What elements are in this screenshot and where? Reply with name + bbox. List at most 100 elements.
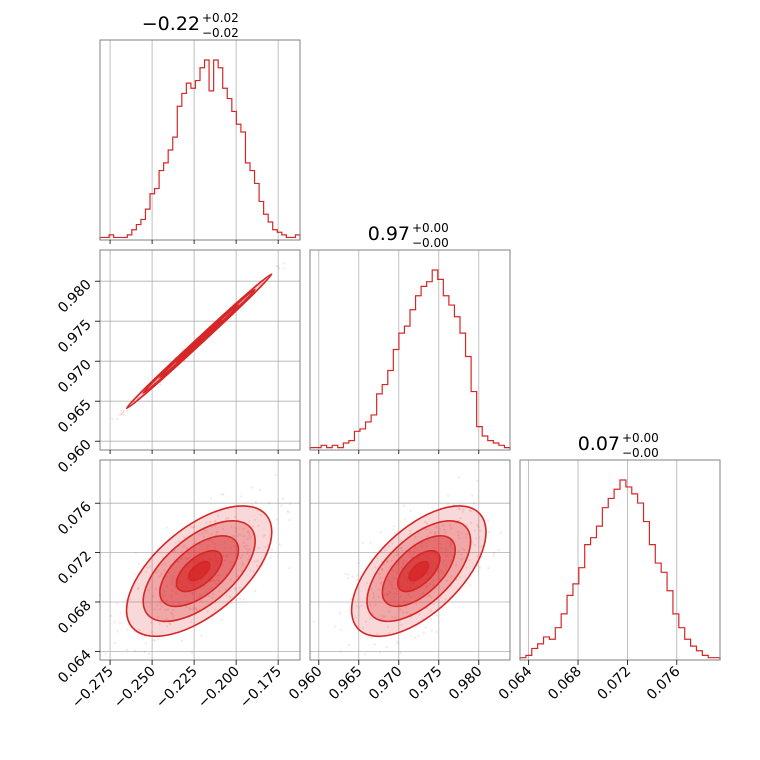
sample-point — [269, 556, 272, 559]
sample-point — [209, 520, 212, 523]
sample-point — [172, 616, 175, 619]
sample-point — [247, 558, 250, 561]
sample-point — [343, 661, 345, 663]
sample-point — [386, 560, 389, 563]
sample-point — [239, 557, 242, 560]
sample-point — [470, 521, 473, 524]
sample-point — [430, 596, 433, 599]
sample-point — [88, 623, 90, 625]
sample-point — [264, 546, 267, 549]
sample-point — [360, 604, 363, 607]
sample-point — [270, 548, 274, 551]
sample-point — [437, 570, 440, 573]
sample-point — [424, 528, 428, 531]
sample-point — [173, 585, 176, 588]
sample-point — [363, 653, 366, 656]
sample-point — [475, 537, 478, 540]
sample-point — [153, 639, 156, 642]
sample-point — [381, 568, 384, 571]
sample-point — [288, 567, 291, 570]
sample-point — [347, 573, 350, 576]
sample-point — [225, 594, 228, 597]
sample-point — [192, 526, 195, 529]
sample-point — [111, 417, 114, 421]
sample-point — [126, 628, 129, 631]
sample-point — [396, 563, 399, 566]
sample-point — [183, 544, 186, 547]
sample-point — [365, 582, 369, 585]
sample-point — [124, 599, 127, 602]
sample-point — [434, 533, 437, 536]
sample-point — [403, 600, 406, 603]
sample-point — [115, 602, 119, 605]
sample-point — [377, 595, 380, 598]
sample-point — [354, 616, 358, 619]
sample-point — [370, 588, 373, 591]
sample-point — [180, 557, 183, 561]
sample-point — [385, 645, 389, 649]
sample-point — [254, 589, 257, 593]
sample-point — [429, 609, 433, 612]
sample-point — [465, 533, 468, 536]
sample-point — [166, 617, 169, 620]
sample-point — [409, 509, 412, 512]
sample-point — [445, 554, 449, 557]
sample-point — [356, 578, 359, 582]
sample-point — [441, 571, 444, 575]
sample-point — [386, 560, 389, 563]
sample-point — [259, 513, 262, 516]
sample-point — [394, 616, 397, 619]
sample-point — [461, 510, 464, 513]
sample-point — [233, 544, 236, 548]
sample-point — [388, 582, 392, 585]
sample-point — [378, 572, 381, 575]
sample-point — [430, 617, 433, 621]
sample-point — [215, 530, 218, 533]
sample-point — [438, 528, 442, 531]
sample-point — [283, 262, 286, 265]
sample-point — [476, 570, 479, 573]
sample-point — [413, 535, 417, 539]
sample-point — [476, 480, 479, 483]
ytick-label-1-2: 0.970 — [55, 357, 95, 397]
sample-point — [182, 545, 185, 549]
sample-point — [384, 549, 387, 552]
sample-point — [268, 502, 271, 505]
sample-point — [444, 598, 447, 601]
sample-point — [223, 541, 226, 544]
sample-point — [376, 632, 379, 636]
sample-point — [379, 582, 382, 585]
sample-point — [436, 549, 439, 553]
sample-point — [393, 592, 396, 595]
sample-point — [444, 531, 447, 534]
sample-point — [289, 502, 292, 505]
sample-point — [172, 550, 175, 553]
sample-point — [390, 584, 393, 587]
sample-point — [409, 596, 412, 599]
sample-point — [180, 557, 183, 560]
sample-point — [384, 593, 388, 596]
sample-point — [206, 547, 209, 550]
sample-point — [395, 640, 398, 643]
sample-point — [171, 608, 175, 612]
sample-point — [119, 622, 122, 625]
sample-point — [471, 494, 474, 497]
sample-point — [209, 497, 213, 500]
sample-point — [385, 593, 388, 596]
sample-point — [409, 529, 412, 533]
sample-point — [395, 572, 399, 575]
sample-point — [455, 564, 458, 567]
sample-point — [248, 533, 251, 536]
sample-point — [205, 591, 208, 594]
sample-point — [170, 612, 173, 615]
sample-point — [229, 596, 232, 599]
sample-point — [463, 548, 466, 552]
sample-point — [371, 612, 374, 616]
sample-point — [365, 620, 368, 623]
sample-point — [160, 605, 163, 608]
sample-point — [207, 539, 210, 542]
sample-point — [449, 541, 452, 545]
sample-point — [374, 603, 377, 607]
sample-point — [381, 615, 384, 618]
sample-point — [399, 595, 403, 598]
